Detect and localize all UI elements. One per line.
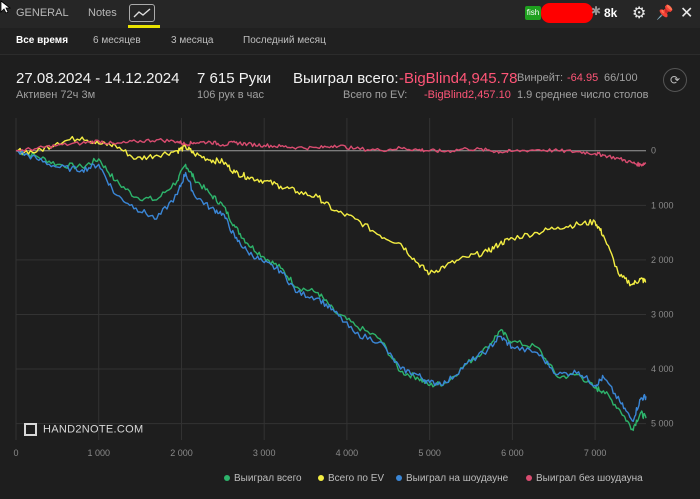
legend-dot-yellow xyxy=(318,475,324,482)
y-tick-label: 0 xyxy=(651,146,656,156)
hands-total: 7 615 Руки xyxy=(197,70,272,87)
refresh-icon[interactable]: ⟳ xyxy=(663,68,687,92)
x-tick-label: 3 000 xyxy=(253,448,276,458)
ev-total-value: -BigBlind2,457.10 xyxy=(424,89,511,101)
close-icon[interactable]: ✕ xyxy=(680,5,694,22)
chart-ticks: 0 1 000 2 000 3 000 4 000 5 000 6 000 7 000 0 1 0… xyxy=(13,146,673,458)
period-3-months[interactable]: 3 месяца xyxy=(171,35,214,46)
avg-tables: 1.9 среднее число столов xyxy=(517,89,649,101)
series-line-1 xyxy=(15,150,647,432)
active-tab-indicator xyxy=(128,25,160,28)
hands-per-hour: 106 рук в час xyxy=(197,89,265,101)
x-tick-label: 7 000 xyxy=(584,448,607,458)
legend-item-ev[interactable]: Всего по EV xyxy=(318,473,384,484)
y-tick-label: 3 000 xyxy=(651,309,674,319)
tab-graph-icon[interactable] xyxy=(129,4,155,22)
x-tick-label: 1 000 xyxy=(87,448,110,458)
legend-item-non-showdown[interactable]: Выиграл без шоудауна xyxy=(526,473,643,484)
active-time: Активен 72ч 3м xyxy=(16,89,96,101)
legend-dot-green xyxy=(224,475,230,482)
y-tick-label: 5 000 xyxy=(651,419,674,429)
watermark-text: HAND2NOTE.COM xyxy=(43,423,144,436)
period-tabs: Все время 6 месяцев 3 месяца Последний м… xyxy=(0,28,700,55)
tab-notes[interactable]: Notes xyxy=(88,7,117,19)
legend-item-won-total[interactable]: Выиграл всего xyxy=(224,473,302,484)
period-all-time[interactable]: Все время xyxy=(16,35,69,46)
tab-general[interactable]: GENERAL xyxy=(16,7,69,19)
series-line-3 xyxy=(15,150,647,422)
legend-item-showdown[interactable]: Выиграл на шоудауне xyxy=(396,473,508,484)
pin-icon[interactable]: 📌 xyxy=(656,4,674,20)
won-total-value: -BigBlind4,945.78 xyxy=(399,70,518,87)
x-tick-label: 4 000 xyxy=(336,448,359,458)
y-tick-label: 2 000 xyxy=(651,255,674,265)
legend-dot-pink xyxy=(526,475,532,482)
y-tick-label: 4 000 xyxy=(651,364,674,374)
hands-count-badge: 8k xyxy=(604,6,618,20)
chart-grid xyxy=(15,118,646,440)
winrate-label: Винрейт: xyxy=(517,72,564,84)
period-last-month[interactable]: Последний месяц xyxy=(243,35,326,46)
series-line-4 xyxy=(15,137,647,168)
period-6-months[interactable]: 6 месяцев xyxy=(93,35,141,46)
winrate-value: -64.95 xyxy=(567,72,599,84)
star-icon[interactable]: ✱ xyxy=(591,4,602,18)
x-tick-label: 2 000 xyxy=(170,448,193,458)
legend-dot-blue xyxy=(396,475,402,482)
gear-icon[interactable]: ⚙ xyxy=(632,5,647,22)
date-range: 27.08.2024 - 14.12.2024 xyxy=(16,70,180,87)
x-tick-label: 6 000 xyxy=(501,448,524,458)
top-bar: GENERAL Notes fish ✱ 8k ⚙ 📌 ✕ xyxy=(0,0,700,28)
x-tick-label: 5 000 xyxy=(418,448,441,458)
won-total-label: Выиграл всего: xyxy=(293,70,399,87)
series-line-2 xyxy=(15,135,647,287)
ev-total-label: Всего по EV: xyxy=(343,89,408,101)
mouse-cursor-icon xyxy=(0,0,12,14)
chart-lines xyxy=(15,135,647,432)
redacted-player-name xyxy=(541,3,593,23)
hand2note-watermark: HAND2NOTE.COM xyxy=(24,423,143,436)
hand2note-logo-icon xyxy=(24,423,37,436)
winrate-hands: 66/100 xyxy=(604,72,638,84)
x-tick-label: 0 xyxy=(13,448,18,458)
y-tick-label: 1 000 xyxy=(651,200,674,210)
player-type-badge: fish xyxy=(525,6,541,20)
